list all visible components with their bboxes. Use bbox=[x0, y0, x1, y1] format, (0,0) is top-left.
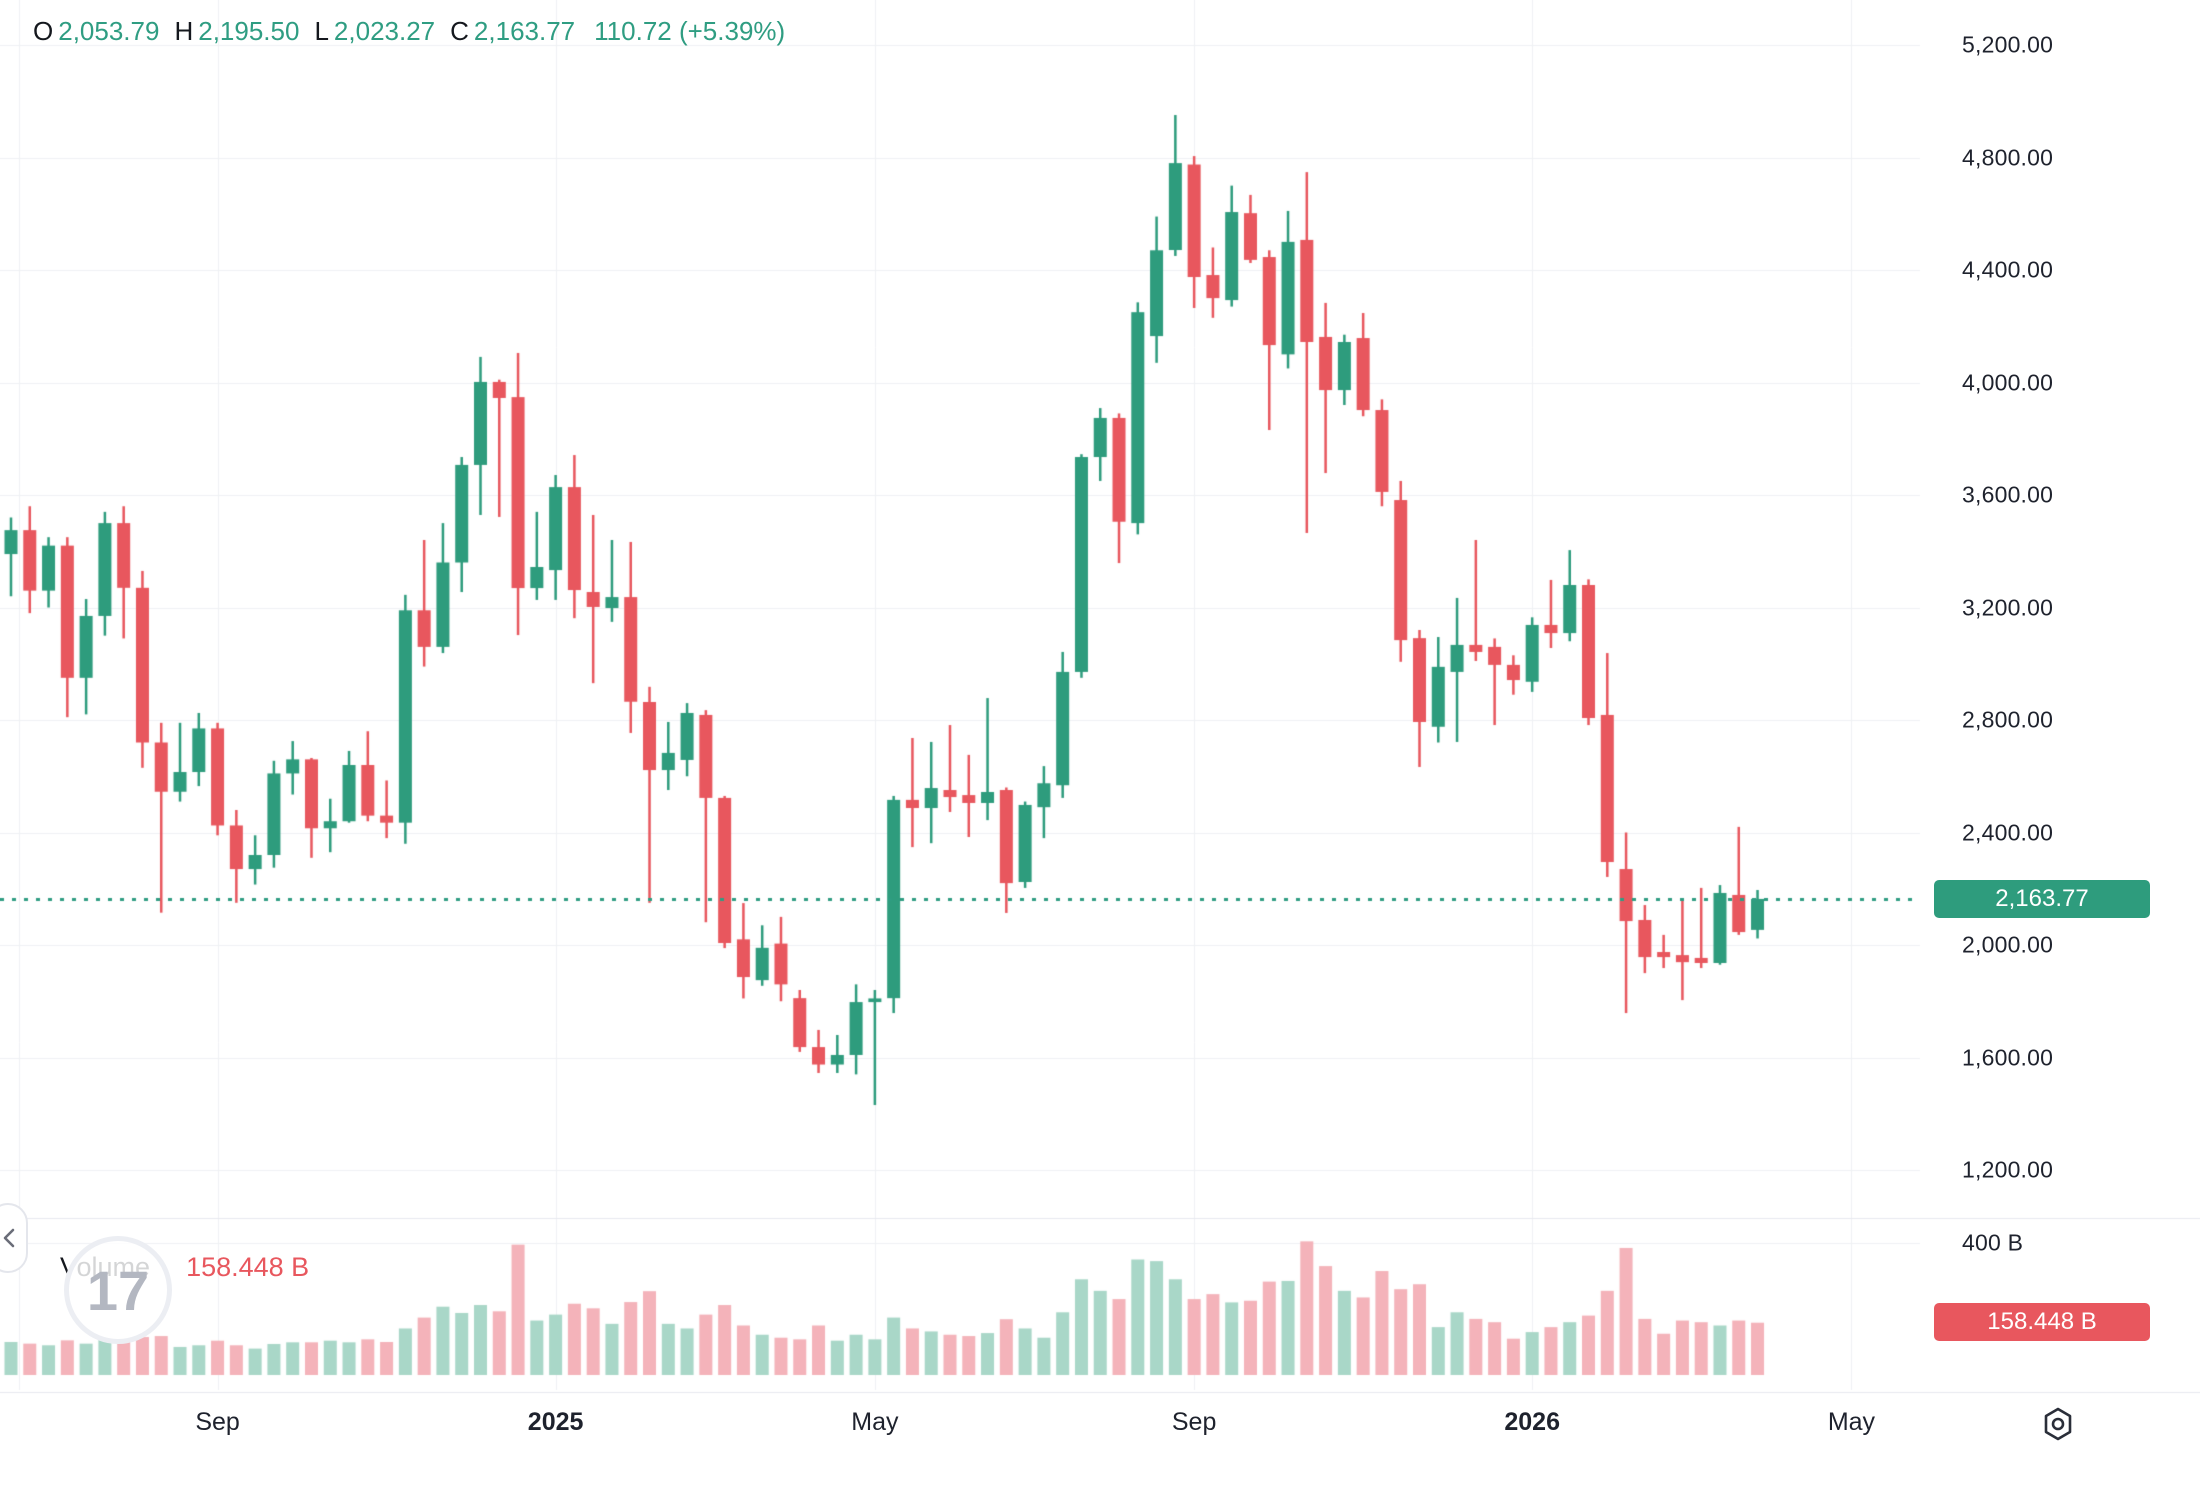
legend-close: C 2,163.77 bbox=[450, 16, 576, 46]
price-tick-label: 2,000.00 bbox=[1962, 931, 2054, 958]
volume-tick-label: 400 B bbox=[1962, 1229, 2024, 1256]
legend-high: H 2,195.50 bbox=[174, 16, 300, 46]
watermark-text: 17 bbox=[86, 1258, 150, 1322]
current-volume-badge: 158.448 B bbox=[1934, 1303, 2150, 1341]
price-tick-label: 2,800.00 bbox=[1962, 706, 2054, 733]
ohlc-legend: O 2,053.79 H 2,195.50 L 2,023.27 C 2,163.77 … bbox=[33, 16, 785, 47]
time-tick-label: Sep bbox=[1171, 1408, 1217, 1436]
legend-open: O 2,053.79 bbox=[33, 16, 160, 46]
time-tick-label: May bbox=[851, 1408, 899, 1436]
legend-low: L 2,023.27 bbox=[314, 16, 436, 46]
gear-icon bbox=[2044, 1407, 2072, 1441]
price-tick-label: 1,600.00 bbox=[1962, 1044, 2054, 1070]
time-tick-label: 2025 bbox=[527, 1408, 584, 1436]
legend-change: 110.72 (+5.39%) bbox=[594, 16, 786, 46]
price-tick-label: 2,400.00 bbox=[1962, 819, 2054, 845]
axis-settings-button[interactable] bbox=[2039, 1405, 2077, 1443]
price-tick-label: 3,200.00 bbox=[1962, 594, 2054, 620]
price-tick-label: 4,800.00 bbox=[1962, 144, 2054, 170]
current-price-badge: 2,163.77 bbox=[1934, 880, 2150, 918]
price-tick-label: 1,200.00 bbox=[1962, 1156, 2054, 1183]
symbol-watermark: 17 bbox=[64, 1236, 172, 1344]
time-tick-label: Sep bbox=[195, 1408, 240, 1436]
volume-value: 158.448 B bbox=[186, 1252, 310, 1282]
price-tick-label: 5,200.00 bbox=[1962, 31, 2054, 58]
time-tick-label: 2026 bbox=[1504, 1408, 1560, 1436]
pane-collapse-button[interactable] bbox=[0, 1203, 28, 1273]
chevron-left-icon bbox=[3, 1228, 15, 1248]
time-tick-label: May bbox=[1827, 1408, 1876, 1436]
price-tick-label: 3,600.00 bbox=[1962, 481, 2054, 508]
price-tick-label: 4,400.00 bbox=[1962, 256, 2054, 283]
price-tick-label: 4,000.00 bbox=[1962, 369, 2054, 395]
